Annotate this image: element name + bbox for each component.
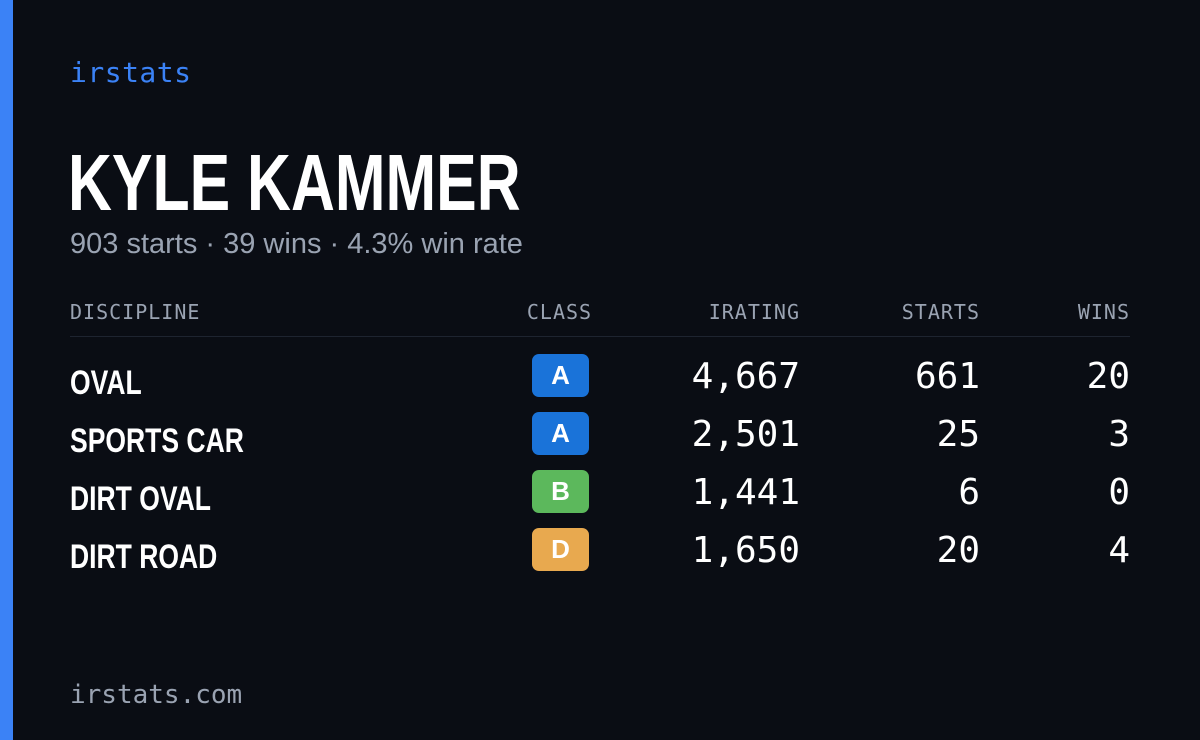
class-badge: A (532, 354, 589, 397)
table-body: OVAL A 4,667 661 20 SPORTS CAR A 2,501 2… (70, 353, 1130, 585)
irating-value: 4,667 (691, 356, 800, 397)
class-badge: A (532, 412, 589, 455)
driver-name: KYLE KAMMER (68, 138, 521, 227)
discipline-table: DISCIPLINE CLASS IRATING STARTS WINS OVA… (70, 296, 1130, 576)
starts-value: 20 (936, 530, 980, 571)
wins-value: 0 (1108, 472, 1130, 513)
wins-value: 4 (1108, 530, 1130, 571)
table-row: DIRT ROAD D 1,650 20 4 (70, 527, 1130, 585)
table-row: DIRT OVAL B 1,441 6 0 (70, 469, 1130, 527)
wins-value: 3 (1108, 414, 1130, 455)
footer-url[interactable]: irstats.com (70, 680, 243, 710)
header-wins: WINS (1077, 300, 1130, 324)
starts-value: 25 (936, 414, 980, 455)
table-header: DISCIPLINE CLASS IRATING STARTS WINS (70, 296, 1130, 337)
class-badge: B (532, 470, 589, 513)
header-class: CLASS (526, 300, 593, 324)
discipline-name: OVAL (70, 364, 142, 402)
starts-value: 6 (958, 472, 980, 513)
class-badge: D (532, 528, 589, 571)
irating-value: 2,501 (691, 414, 800, 455)
accent-bar (0, 0, 13, 740)
starts-value: 661 (914, 356, 980, 397)
discipline-name: DIRT ROAD (70, 538, 218, 576)
wins-value: 20 (1086, 356, 1130, 397)
irating-value: 1,441 (691, 472, 800, 513)
header-discipline: DISCIPLINE (70, 300, 201, 324)
table-row: SPORTS CAR A 2,501 25 3 (70, 411, 1130, 469)
header-irating: IRATING (708, 300, 800, 324)
brand-logo: irstats (70, 56, 192, 89)
discipline-name: DIRT OVAL (70, 480, 211, 518)
irating-value: 1,650 (691, 530, 800, 571)
driver-summary: 903 starts · 39 wins · 4.3% win rate (70, 228, 523, 260)
header-starts: STARTS (901, 300, 980, 324)
table-row: OVAL A 4,667 661 20 (70, 353, 1130, 411)
discipline-name: SPORTS CAR (70, 422, 244, 460)
